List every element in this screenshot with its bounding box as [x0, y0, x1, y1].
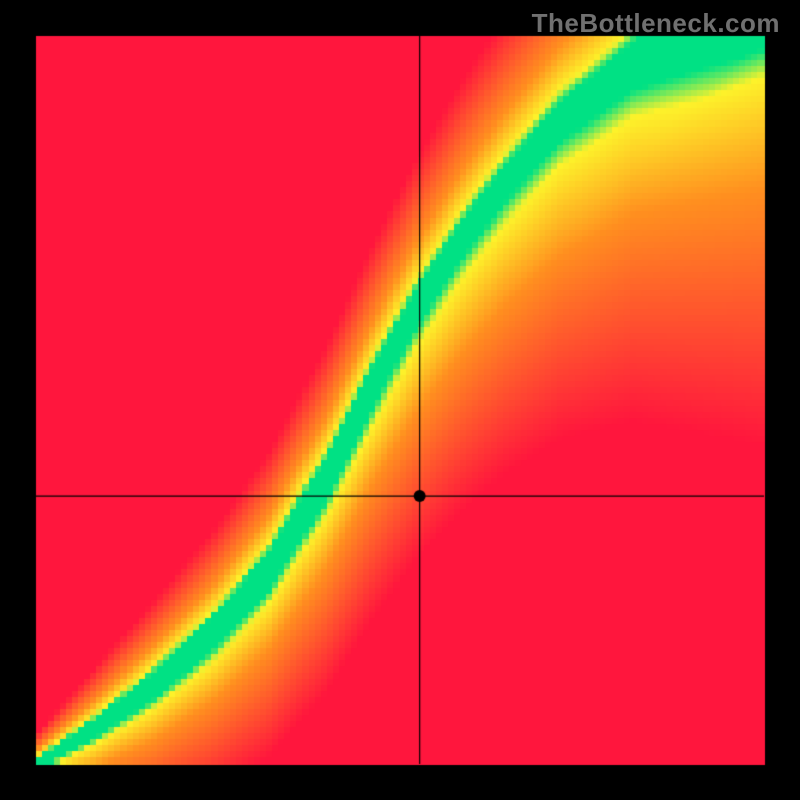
watermark-text: TheBottleneck.com: [532, 8, 780, 39]
heatmap-canvas: [0, 0, 800, 800]
chart-container: TheBottleneck.com: [0, 0, 800, 800]
